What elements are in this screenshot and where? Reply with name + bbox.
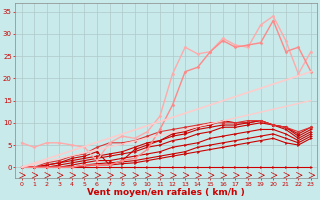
X-axis label: Vent moyen/en rafales ( km/h ): Vent moyen/en rafales ( km/h ) <box>87 188 245 197</box>
